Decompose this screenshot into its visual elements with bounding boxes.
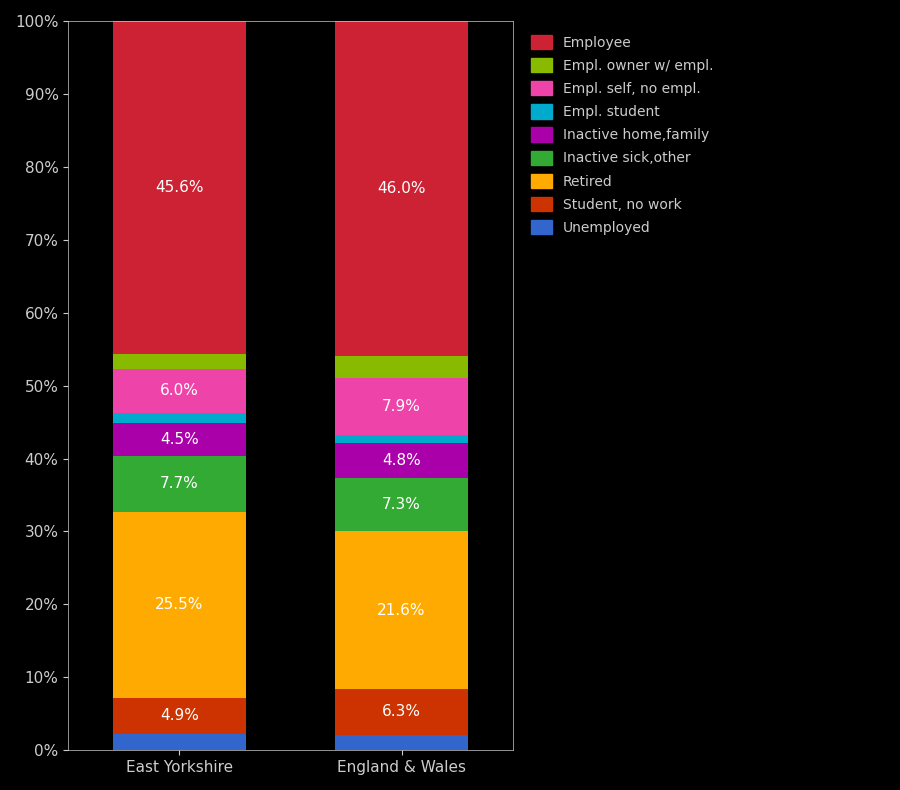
Bar	[112, 21, 246, 354]
Bar	[335, 532, 468, 689]
Text: 7.9%: 7.9%	[382, 399, 421, 414]
Bar	[112, 733, 246, 750]
Text: 6.3%: 6.3%	[382, 705, 421, 720]
Text: 7.7%: 7.7%	[160, 476, 199, 491]
Text: 21.6%: 21.6%	[377, 603, 426, 618]
Bar	[335, 443, 468, 478]
Bar	[335, 356, 468, 378]
Bar	[335, 478, 468, 532]
Bar	[112, 423, 246, 456]
Bar	[335, 378, 468, 435]
Text: 4.8%: 4.8%	[382, 453, 421, 468]
Text: 4.9%: 4.9%	[160, 708, 199, 723]
Bar	[335, 689, 468, 735]
Text: 46.0%: 46.0%	[377, 180, 426, 195]
Bar	[335, 435, 468, 443]
Text: 45.6%: 45.6%	[155, 180, 203, 195]
Bar	[112, 412, 246, 423]
Text: 6.0%: 6.0%	[160, 383, 199, 398]
Text: 7.3%: 7.3%	[382, 498, 421, 513]
Bar	[335, 735, 468, 750]
Text: 25.5%: 25.5%	[155, 597, 203, 612]
Bar	[112, 456, 246, 512]
Bar	[112, 698, 246, 733]
Text: 4.5%: 4.5%	[160, 432, 199, 446]
Bar	[335, 21, 468, 356]
Bar	[112, 369, 246, 412]
Legend: Employee, Empl. owner w/ empl., Empl. self, no empl., Empl. student, Inactive ho: Employee, Empl. owner w/ empl., Empl. se…	[524, 28, 721, 242]
Bar	[112, 512, 246, 698]
Bar	[112, 354, 246, 369]
